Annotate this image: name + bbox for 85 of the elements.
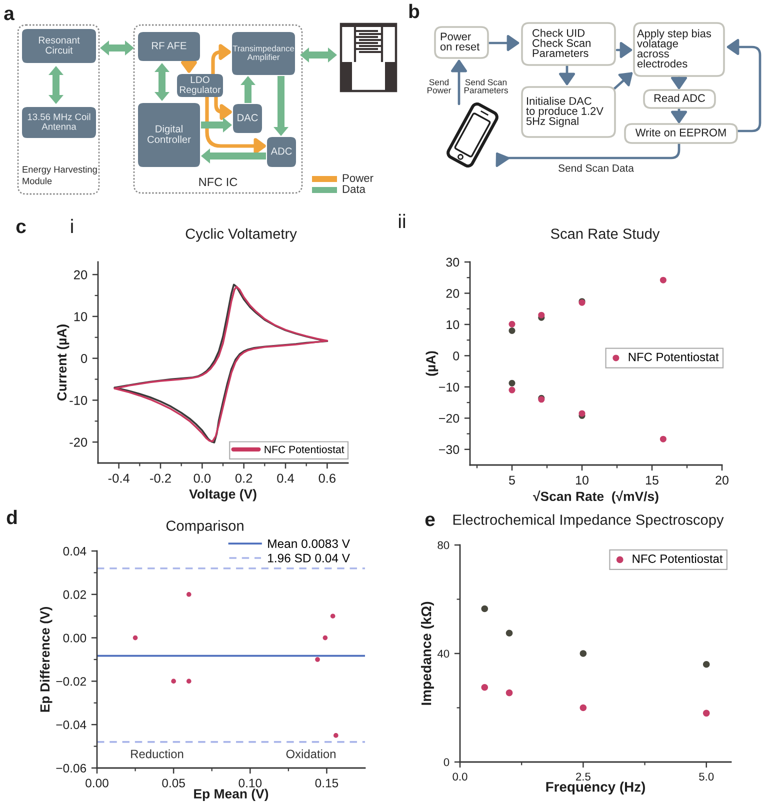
x-tick-label: 0.4 <box>277 474 294 483</box>
x-axis-title: Frequency (Hz) <box>546 782 645 795</box>
text: c <box>16 222 26 234</box>
text: Energy Harvesting Module <box>22 166 97 184</box>
y-tick-label: -10 <box>70 396 88 405</box>
y-tick-label: 20 <box>74 270 88 280</box>
text: Check UID Check Scan Parameters <box>532 28 590 58</box>
text: ADC <box>270 148 292 155</box>
y-tick-label: 0 <box>80 354 88 364</box>
x-tick-label: 15 <box>646 476 658 485</box>
x-tick-label: -0.2 <box>150 474 171 483</box>
text: Transimpedance Amplifier <box>232 45 294 62</box>
text: Power on reset <box>440 32 480 50</box>
text: Data <box>342 185 366 193</box>
x-tick-label: 5.0 <box>699 772 714 781</box>
text: Read ADC <box>654 94 706 102</box>
y-tick-label: −10 <box>438 382 460 392</box>
y-tick-label: -20 <box>70 438 88 447</box>
text: e <box>425 516 435 526</box>
x-tick-label: 20 <box>716 476 728 485</box>
text: Send Scan Data <box>558 164 634 172</box>
y-tick-label: 10 <box>446 320 460 330</box>
x-axis-title: √Scan Rate (√mV/s) <box>533 490 658 504</box>
y-tick-label: −0.02 <box>56 677 86 686</box>
text: Resonant Circuit <box>38 36 80 54</box>
text: ii <box>398 214 406 228</box>
text: Apply step bias volatage across electrodes <box>637 29 712 68</box>
text: Write on EEPROM <box>635 128 726 136</box>
x-tick-label: 0.05 <box>162 778 185 788</box>
x-axis-title: Voltage (V) <box>189 488 256 502</box>
text: i <box>71 218 73 234</box>
text: NFC IC <box>199 178 238 186</box>
ref-line-label: 1.96 SD 0.04 V <box>268 554 350 562</box>
text: a <box>4 10 15 20</box>
text: RF AFE <box>152 42 186 50</box>
y-tick-label: 0 <box>444 758 450 766</box>
y-axis-title: (µA) <box>426 351 438 376</box>
x-tick-label: -0.4 <box>108 474 130 483</box>
legend-label: Mean 0.0083 V <box>268 539 350 548</box>
text: Send Scan Parameters <box>464 78 508 94</box>
y-tick-label: 0.00 <box>63 634 86 642</box>
x-tick-label: 0.15 <box>315 778 338 788</box>
text: Send Power <box>428 78 452 94</box>
y-tick-label: −0.06 <box>56 764 86 773</box>
legend-label: NFC Potentiostat <box>264 445 344 454</box>
x-tick-label: 5 <box>509 476 515 485</box>
x-axis-title: Ep Mean (V) <box>194 788 268 802</box>
text: Initialise DAC to produce 1.2V 5Hz Signal <box>526 96 604 128</box>
text: DAC <box>238 114 258 122</box>
chart-title: Electrochemical Impedance Spectroscopy <box>453 514 724 528</box>
text: Digital Controller <box>148 125 191 143</box>
y-tick-label: 20 <box>446 289 460 298</box>
y-tick-label: 0 <box>453 351 460 360</box>
annotation: Oxidation <box>286 749 336 758</box>
text: LDO Regulator <box>180 76 221 95</box>
annotation: Reduction <box>131 749 184 758</box>
y-tick-label: 10 <box>74 312 88 322</box>
y-axis-title: Current (µA) <box>56 324 70 401</box>
x-tick-label: 0.00 <box>86 778 108 788</box>
y-tick-label: 80 <box>438 541 450 550</box>
chart-title: Comparison <box>166 520 244 534</box>
x-tick-label: 0.0 <box>194 474 211 483</box>
legend-label: NFC Potentiostat <box>632 554 723 563</box>
chart-title: Cyclic Voltametry <box>186 228 297 242</box>
y-tick-label: 30 <box>446 258 460 267</box>
text: b <box>409 4 420 18</box>
text: Power <box>342 174 374 182</box>
y-tick-label: 40 <box>437 650 450 658</box>
x-tick-label: 0.0 <box>452 772 468 781</box>
y-tick-label: −20 <box>438 414 460 423</box>
y-axis-title: Impedance (kΩ) <box>421 602 434 705</box>
text: 13.56 MHz Coil Antenna <box>28 113 90 130</box>
y-tick-label: −30 <box>438 445 460 454</box>
x-tick-label: 2.5 <box>576 772 590 781</box>
text: d <box>6 510 17 524</box>
legend-label: NFC Potentiostat <box>628 352 719 362</box>
y-axis-title: Ep Difference (V) <box>40 607 52 712</box>
y-tick-label: −0.04 <box>56 720 86 730</box>
x-tick-label: 0.2 <box>235 474 252 483</box>
x-tick-label: 0.10 <box>238 778 262 788</box>
x-tick-label: 0.6 <box>318 474 336 483</box>
chart-title: Scan Rate Study <box>550 228 660 242</box>
y-tick-label: 0.04 <box>63 546 86 556</box>
x-tick-label: 10 <box>576 476 588 485</box>
y-tick-label: 0.02 <box>63 590 86 599</box>
